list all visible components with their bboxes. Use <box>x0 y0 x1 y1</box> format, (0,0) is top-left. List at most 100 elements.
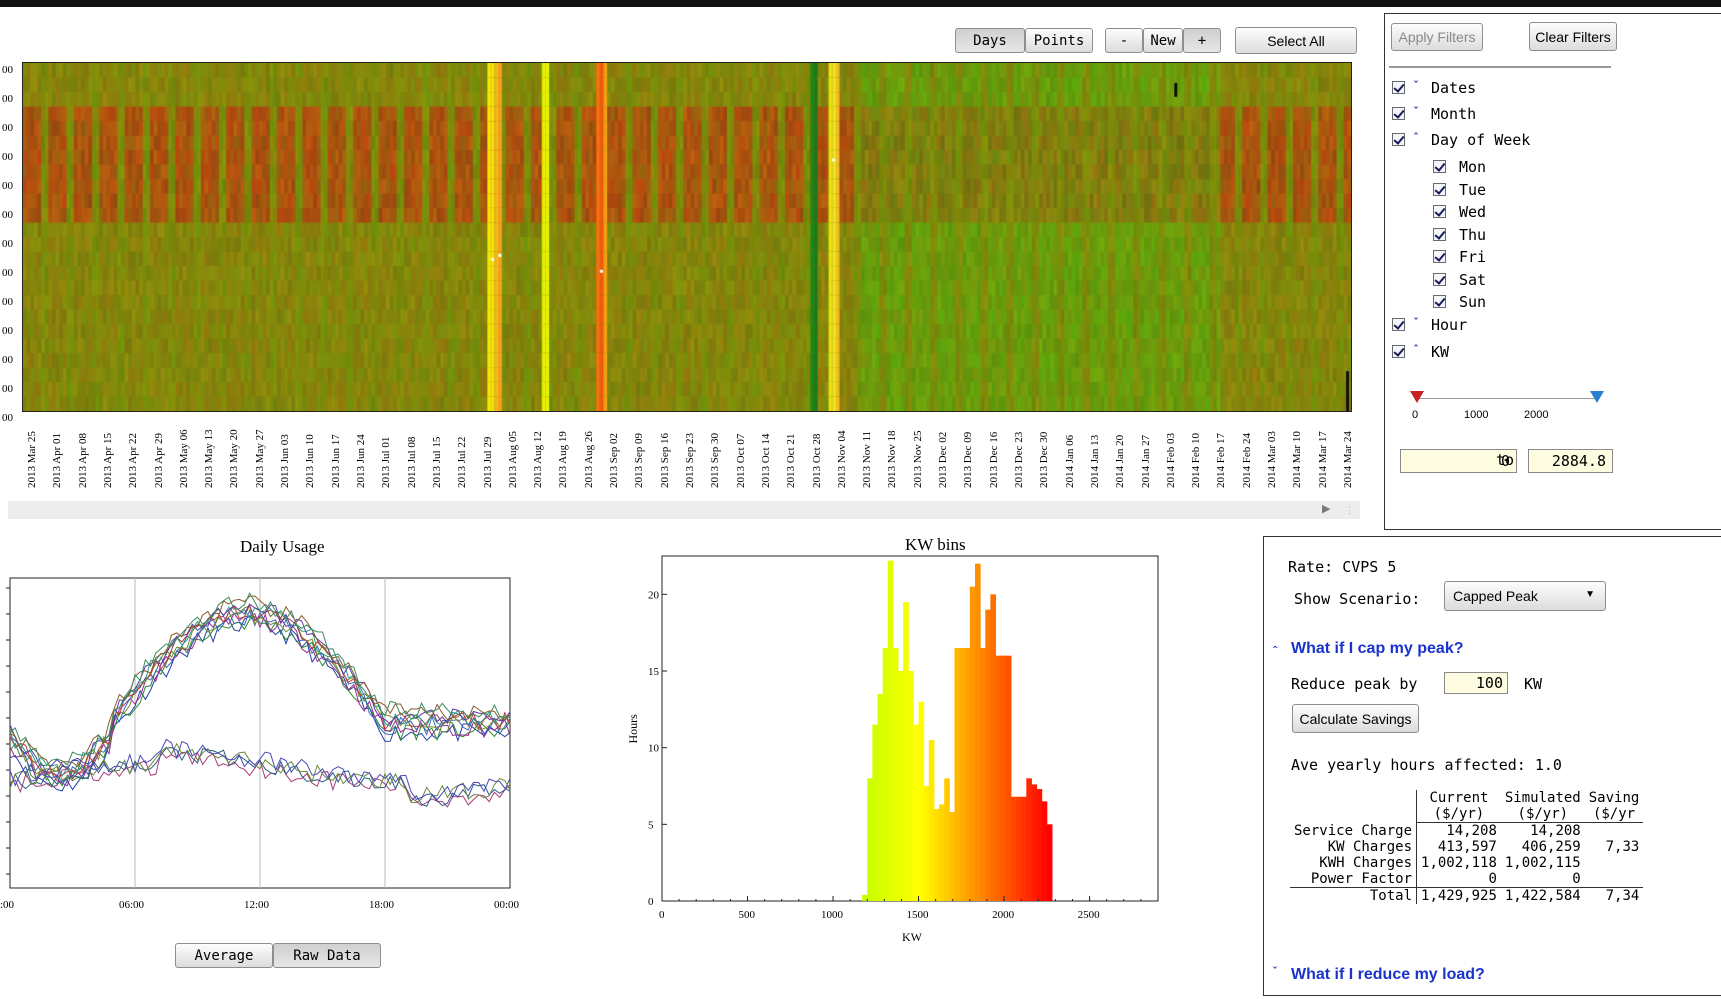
filter-month-checkbox[interactable] <box>1392 107 1405 120</box>
histogram-bar <box>898 671 904 901</box>
histogram-bar <box>887 560 894 901</box>
day-thu-checkbox[interactable] <box>1433 227 1446 241</box>
hour-tick-label: 00 <box>2 93 13 105</box>
filter-hour-checkbox[interactable] <box>1392 318 1405 331</box>
raw-data-button[interactable]: Raw Data <box>273 943 381 968</box>
date-tick-label: 2013 Oct 28 <box>810 433 823 488</box>
kw-bins-histogram: 0 500 1000 1500 2000 2500 0 5 10 15 20 KW Hours <box>626 555 1159 944</box>
average-button[interactable]: Average <box>175 943 273 968</box>
row-label: Power Factor <box>1310 871 1413 887</box>
day-tue-checkbox[interactable] <box>1433 182 1446 196</box>
histogram-bar <box>939 804 945 901</box>
scroll-right-icon[interactable]: ▶ <box>1322 503 1331 515</box>
kw-slider-track[interactable] <box>1417 398 1597 399</box>
daily-x-tick-label: 18:00 <box>369 899 395 911</box>
date-tick-label: 2013 Jun 10 <box>304 434 317 488</box>
kw-min-input[interactable]: 0 <box>1400 449 1517 473</box>
reduce-load-link[interactable]: What if I reduce my load? <box>1291 966 1485 983</box>
chevron-up-icon[interactable]: ˆ <box>1414 344 1418 356</box>
chevron-down-icon[interactable]: ˇ <box>1414 106 1418 118</box>
clear-filters-button[interactable]: Clear Filters <box>1529 22 1617 51</box>
date-tick-label: 2013 Aug 26 <box>582 431 595 488</box>
date-tick-label: 2014 Feb 10 <box>1190 433 1203 488</box>
day-mon-checkbox[interactable] <box>1433 160 1446 173</box>
chevron-down-icon[interactable]: ˇ <box>1414 317 1418 329</box>
date-tick-label: 2013 Jul 01 <box>380 436 393 488</box>
chevron-up-icon[interactable]: ˆ <box>1414 132 1418 144</box>
histogram-bar <box>908 671 914 901</box>
cap-peak-link[interactable]: What if I cap my peak? <box>1291 640 1464 657</box>
filter-group-label: Dates <box>1431 79 1477 97</box>
kw-max-input[interactable]: 2884.8 <box>1528 449 1613 473</box>
header-line: Simulated <box>1504 790 1581 806</box>
day-sun-checkbox[interactable] <box>1433 295 1446 308</box>
histogram-bar <box>995 655 1002 901</box>
table-row: KWH Charges 1,002,118 1,002,115 <box>1290 855 1643 871</box>
date-tick-label: 2013 Oct 21 <box>785 433 798 488</box>
reduce-load-chevron-down-icon[interactable]: ˇ <box>1273 966 1277 978</box>
histogram-bar <box>944 778 950 901</box>
filters-divider <box>1389 66 1611 68</box>
zoom-in-button[interactable]: + <box>1183 28 1221 53</box>
new-button[interactable]: New <box>1143 28 1183 53</box>
daily-usage-series-line <box>9 742 511 804</box>
filter-kw-checkbox[interactable] <box>1392 345 1405 358</box>
day-wed-checkbox[interactable] <box>1433 205 1446 218</box>
hour-tick-label: 00 <box>2 209 13 221</box>
calculate-savings-button[interactable]: Calculate Savings <box>1292 704 1419 733</box>
histogram-bar <box>1046 824 1053 901</box>
date-tick-label: 2013 May 06 <box>177 429 190 488</box>
zoom-out-button[interactable]: - <box>1105 28 1143 53</box>
savings-panel <box>1263 536 1721 996</box>
day-sat-checkbox[interactable] <box>1433 272 1446 286</box>
table-header: Current ($/yr) <box>1416 790 1501 823</box>
rate-value: CVPS 5 <box>1342 558 1397 576</box>
scenario-select[interactable]: Capped Peak ▼ <box>1444 581 1606 611</box>
day-label: Sun <box>1459 293 1487 311</box>
select-all-button[interactable]: Select All <box>1235 27 1357 54</box>
total-label: Total <box>1290 887 1417 904</box>
date-tick-label: 2014 Feb 03 <box>1164 433 1177 488</box>
apply-filters-button[interactable]: Apply Filters <box>1391 23 1483 51</box>
heatmap-scrollbar[interactable] <box>8 501 1360 519</box>
kw-slider-tick-1000: 1000 <box>1464 409 1489 421</box>
hist-x-tick-label: 2000 <box>992 909 1015 921</box>
chevron-down-icon[interactable]: ˇ <box>1414 80 1418 92</box>
daily-usage-chart[interactable]: :00 06:00 12:00 18:00 00:00 <box>0 570 560 930</box>
saving-value <box>1584 822 1644 839</box>
row-label: KWH Charges <box>1319 855 1413 871</box>
date-tick-label: 2013 Jul 15 <box>430 436 443 488</box>
date-tick-label: 2013 May 27 <box>253 429 266 488</box>
days-toggle-button[interactable]: Days <box>955 28 1025 53</box>
filters-panel <box>1384 13 1721 530</box>
filter-day-of-week-checkbox[interactable] <box>1392 133 1405 146</box>
top-window-edge <box>0 0 1721 7</box>
daily-x-tick-label: 12:00 <box>244 899 270 911</box>
points-toggle-button[interactable]: Points <box>1025 28 1093 53</box>
hour-tick-label: 00 <box>2 412 13 424</box>
date-tick-label: 2014 Jan 06 <box>1063 434 1076 488</box>
histogram-bar <box>980 648 986 901</box>
histogram-bar <box>959 648 966 901</box>
histogram-bar <box>1041 801 1048 901</box>
hist-x-tick-label: 1500 <box>907 909 930 921</box>
day-fri-checkbox[interactable] <box>1433 250 1446 263</box>
filter-dates-checkbox[interactable] <box>1392 81 1405 94</box>
reduce-peak-input[interactable]: 100 <box>1444 672 1508 694</box>
days-label: Days <box>973 32 1007 49</box>
kw-slider-max-handle[interactable] <box>1590 391 1604 403</box>
hist-y-tick-label: 0 <box>648 896 654 908</box>
kw-heatmap[interactable] <box>22 62 1352 412</box>
histogram-bar <box>954 648 961 901</box>
histogram-bar <box>1026 778 1032 901</box>
date-tick-label: 2014 Mar 03 <box>1266 431 1279 488</box>
date-tick-label: 2013 May 13 <box>203 429 216 488</box>
rate-text: Rate: CVPS 5 <box>1288 558 1396 576</box>
kw-slider-min-handle[interactable] <box>1410 391 1424 403</box>
daily-x-tick-label: 06:00 <box>119 899 145 911</box>
date-tick-label: 2013 Sep 02 <box>608 433 621 488</box>
date-tick-label: 2013 Dec 16 <box>987 431 1000 488</box>
histogram-bar <box>933 809 940 901</box>
histogram-bar <box>877 694 884 901</box>
cap-peak-chevron-up-icon[interactable]: ˆ <box>1273 644 1277 658</box>
